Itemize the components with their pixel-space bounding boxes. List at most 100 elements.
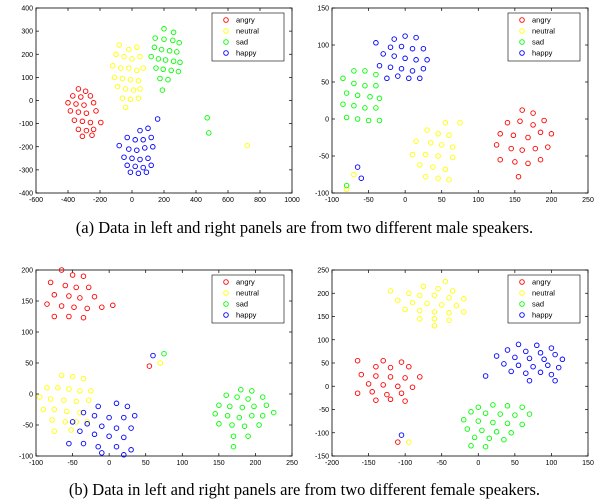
legend-label-neutral: neutral	[532, 27, 555, 36]
y-tick-label: 200	[317, 291, 329, 298]
point-neutral	[460, 296, 467, 302]
point-sad	[158, 46, 165, 53]
point-angry	[532, 145, 539, 152]
point-sad	[229, 422, 235, 428]
point-neutral	[435, 285, 441, 292]
point-happy	[148, 134, 154, 141]
point-sad	[227, 403, 233, 410]
legend-marker-happy	[223, 312, 229, 318]
x-tick-label: 50	[511, 460, 519, 467]
point-neutral	[134, 44, 140, 51]
point-happy	[106, 433, 112, 439]
point-neutral	[446, 295, 452, 301]
point-angry	[525, 134, 531, 141]
point-sad	[512, 412, 518, 418]
point-angry	[548, 131, 555, 137]
point-sad	[148, 53, 154, 60]
x-tick-label: 0	[476, 460, 480, 467]
point-sad	[168, 67, 174, 74]
point-angry	[354, 357, 361, 364]
point-sad	[175, 68, 182, 75]
point-sad	[519, 421, 525, 428]
point-happy	[143, 169, 150, 175]
point-angry	[373, 363, 379, 370]
point-angry	[402, 398, 408, 404]
x-tick-label: 250	[582, 197, 594, 204]
point-happy	[126, 146, 132, 152]
point-angry	[82, 88, 89, 94]
y-tick-label: -100	[315, 430, 329, 437]
point-angry	[380, 382, 386, 388]
point-happy	[402, 33, 408, 39]
point-sad	[376, 95, 383, 102]
point-angry	[89, 132, 95, 138]
point-happy	[482, 373, 489, 379]
x-tick-label: -600	[29, 197, 43, 204]
point-happy	[413, 34, 419, 41]
y-tick-label: 200	[21, 268, 33, 275]
point-neutral	[62, 419, 69, 425]
point-angry	[98, 119, 104, 126]
legend-label-neutral: neutral	[236, 289, 259, 298]
point-neutral	[427, 139, 434, 146]
point-happy	[140, 164, 146, 171]
point-angry	[110, 302, 116, 309]
legend: angry neutral sad happy	[211, 274, 285, 324]
point-happy	[515, 362, 522, 369]
point-sad	[224, 412, 231, 419]
point-happy	[526, 377, 533, 384]
point-happy	[552, 377, 558, 384]
point-happy	[131, 412, 138, 419]
point-angry	[387, 374, 394, 380]
point-sad	[501, 436, 507, 443]
x-tick-label: 200	[158, 197, 170, 204]
point-happy	[373, 40, 379, 46]
y-tick-label: -50	[23, 423, 33, 430]
point-happy	[127, 169, 134, 175]
point-neutral	[121, 53, 127, 60]
point-sad	[157, 75, 163, 82]
point-sad	[373, 82, 379, 89]
point-neutral	[85, 397, 92, 403]
point-sad	[340, 75, 346, 82]
point-angry	[70, 93, 76, 99]
point-angry	[58, 267, 65, 273]
legend-marker-neutral	[223, 290, 229, 296]
point-neutral	[395, 297, 401, 303]
point-neutral	[140, 65, 146, 71]
point-neutral	[130, 87, 137, 93]
point-happy	[66, 440, 72, 447]
y-tick-label: -100	[19, 454, 33, 461]
point-angry	[493, 142, 500, 148]
point-angry	[417, 374, 423, 380]
point-sad	[162, 57, 169, 63]
point-angry	[58, 303, 65, 309]
point-happy	[106, 414, 112, 421]
scatter-panel-3: -100 -50 0 50 100 150 200 250 -100 -50 0 50 100 150 20…	[19, 267, 298, 467]
y-tick-label: 0	[325, 384, 329, 391]
point-neutral	[119, 95, 126, 101]
point-angry	[71, 117, 78, 123]
point-angry	[530, 122, 536, 128]
point-neutral	[406, 290, 412, 297]
point-angry	[395, 439, 401, 445]
point-angry	[67, 108, 74, 114]
y-tick-label: 150	[317, 6, 329, 13]
point-neutral	[457, 119, 463, 126]
y-tick-label: -150	[315, 454, 329, 461]
point-neutral	[51, 406, 58, 413]
point-happy	[358, 175, 365, 181]
x-tick-label: -50	[437, 460, 447, 467]
point-angry	[66, 293, 72, 299]
point-neutral	[36, 394, 43, 400]
point-neutral	[73, 398, 79, 405]
point-neutral	[110, 63, 116, 69]
point-happy	[523, 370, 529, 376]
point-neutral	[424, 127, 430, 133]
point-sad	[161, 26, 167, 32]
point-sad	[373, 105, 379, 111]
point-sad	[206, 130, 212, 136]
point-neutral	[387, 288, 394, 294]
legend-label-happy: happy	[532, 311, 553, 320]
